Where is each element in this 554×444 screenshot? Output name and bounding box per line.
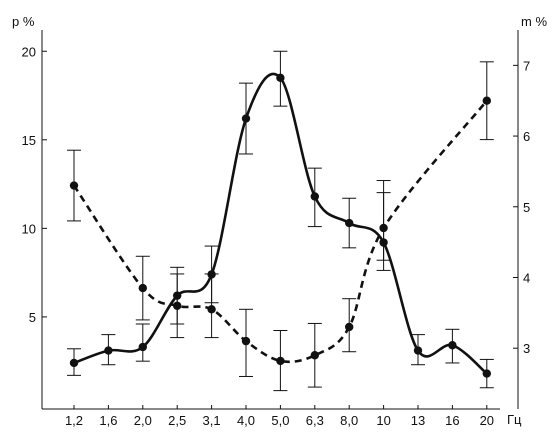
series-2-point-7 bbox=[310, 351, 319, 360]
series-2-point-9 bbox=[379, 223, 388, 233]
right-tick-label-3: 6 bbox=[523, 129, 530, 144]
series-1-point-6 bbox=[276, 73, 285, 83]
x-tick-label-9: 10 bbox=[376, 413, 390, 428]
right-tick-label-4: 7 bbox=[523, 58, 530, 73]
series-1-line bbox=[73, 72, 488, 375]
left-axis-title: p % bbox=[12, 14, 35, 29]
x-tick-label-10: 13 bbox=[411, 413, 425, 428]
series-2-point-0 bbox=[69, 181, 79, 190]
series-1-point-0 bbox=[69, 358, 79, 368]
left-tick-label-3: 20 bbox=[22, 44, 36, 59]
series-2-point-2 bbox=[138, 283, 147, 293]
right-axis-title: m % bbox=[521, 14, 547, 29]
left-tick-label-0: 5 bbox=[29, 310, 36, 325]
x-tick-label-4: 3,1 bbox=[203, 413, 221, 428]
right-tick-label-2: 5 bbox=[523, 200, 530, 215]
right-tick-label-0: 3 bbox=[523, 341, 530, 356]
series-1-point-10 bbox=[413, 346, 423, 355]
x-axis-ticks: 1,2 1,6 2,0 2,5 3,1 4,0 5,0 6,3 8,0 10 13 16 20 bbox=[65, 405, 494, 428]
series-1-point-12 bbox=[482, 369, 491, 378]
x-tick-label-8: 8,0 bbox=[340, 413, 358, 428]
series-2-point-3 bbox=[173, 301, 182, 310]
series-1-point-2 bbox=[138, 342, 147, 352]
x-tick-label-6: 5,0 bbox=[271, 413, 289, 428]
series-1-point-7 bbox=[310, 192, 319, 201]
series-layer bbox=[67, 50, 494, 392]
axes bbox=[41, 30, 519, 410]
series-2-point-6 bbox=[276, 356, 285, 366]
left-axis-ticks: 5 10 15 20 bbox=[22, 44, 47, 325]
x-tick-label-2: 2,0 bbox=[134, 413, 152, 428]
x-tick-label-12: 20 bbox=[480, 413, 494, 428]
series-2-point-5 bbox=[241, 336, 251, 346]
series-2-point-4 bbox=[207, 305, 216, 314]
x-axis-title: Гц bbox=[507, 412, 522, 427]
left-tick-label-2: 15 bbox=[22, 133, 36, 148]
x-tick-label-0: 1,2 bbox=[65, 413, 83, 428]
series-1-point-8 bbox=[345, 218, 354, 228]
series-2-point-12 bbox=[482, 96, 491, 105]
right-tick-label-1: 4 bbox=[523, 270, 530, 285]
right-axis-ticks: 3 4 5 6 7 bbox=[513, 58, 530, 356]
series-1-point-5 bbox=[241, 114, 251, 123]
x-tick-label-5: 4,0 bbox=[237, 413, 255, 428]
x-tick-label-1: 1,6 bbox=[99, 413, 117, 428]
series-1-point-11 bbox=[448, 341, 457, 350]
series-2 bbox=[67, 61, 494, 392]
series-2-line bbox=[72, 99, 488, 364]
x-tick-label-11: 16 bbox=[445, 413, 459, 428]
x-tick-label-3: 2,5 bbox=[168, 413, 186, 428]
x-tick-label-7: 6,3 bbox=[306, 413, 324, 428]
left-tick-label-1: 10 bbox=[22, 221, 36, 236]
series-1-point-1 bbox=[104, 346, 113, 355]
series-2-point-8 bbox=[345, 322, 354, 332]
